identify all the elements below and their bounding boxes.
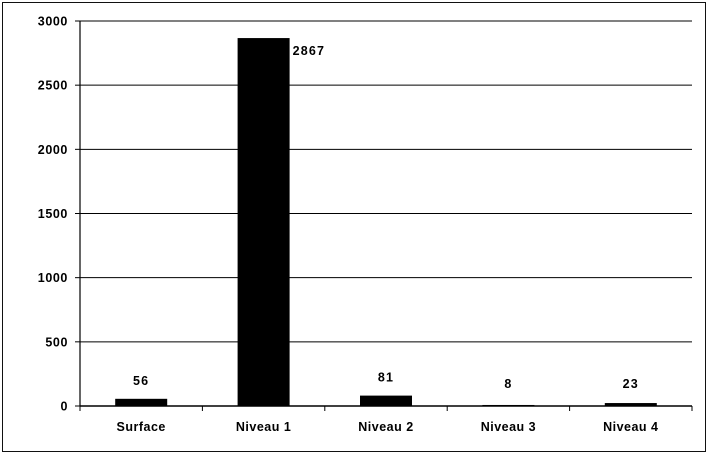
- bars: [115, 38, 657, 407]
- data-label: 2867: [293, 44, 326, 58]
- x-tick-label: Niveau 2: [358, 420, 413, 434]
- x-tick-label: Niveau 3: [481, 420, 536, 434]
- data-label: 56: [133, 374, 149, 388]
- chart-frame: [2, 2, 706, 452]
- gridlines: [80, 20, 692, 343]
- bar-niveau-2: [360, 395, 412, 406]
- y-tick-label: 3000: [38, 15, 68, 29]
- data-labels: 56 2867 81 8 23: [133, 44, 639, 391]
- y-tick-label: 1500: [38, 207, 68, 221]
- bar-surface: [115, 398, 168, 406]
- x-tick-label: Niveau 4: [603, 420, 658, 434]
- data-label: 81: [378, 371, 394, 385]
- data-label: 23: [623, 377, 639, 391]
- y-axis: 0 500 1000 1500 2000 2500 3000: [38, 15, 81, 414]
- x-tick-label: Surface: [117, 420, 166, 434]
- data-label: 8: [504, 377, 512, 391]
- x-tick-label: Niveau 1: [236, 420, 291, 434]
- y-tick-label: 500: [45, 335, 68, 349]
- y-tick-label: 2500: [38, 79, 68, 93]
- y-tick-label: 1000: [38, 271, 68, 285]
- x-axis: Surface Niveau 1 Niveau 2 Niveau 3 Niveau 4: [79, 405, 693, 434]
- bar-niveau-1: [237, 38, 290, 407]
- y-tick-label: 2000: [38, 143, 68, 157]
- y-tick-label: 0: [60, 400, 68, 414]
- bar-niveau-4: [604, 403, 657, 406]
